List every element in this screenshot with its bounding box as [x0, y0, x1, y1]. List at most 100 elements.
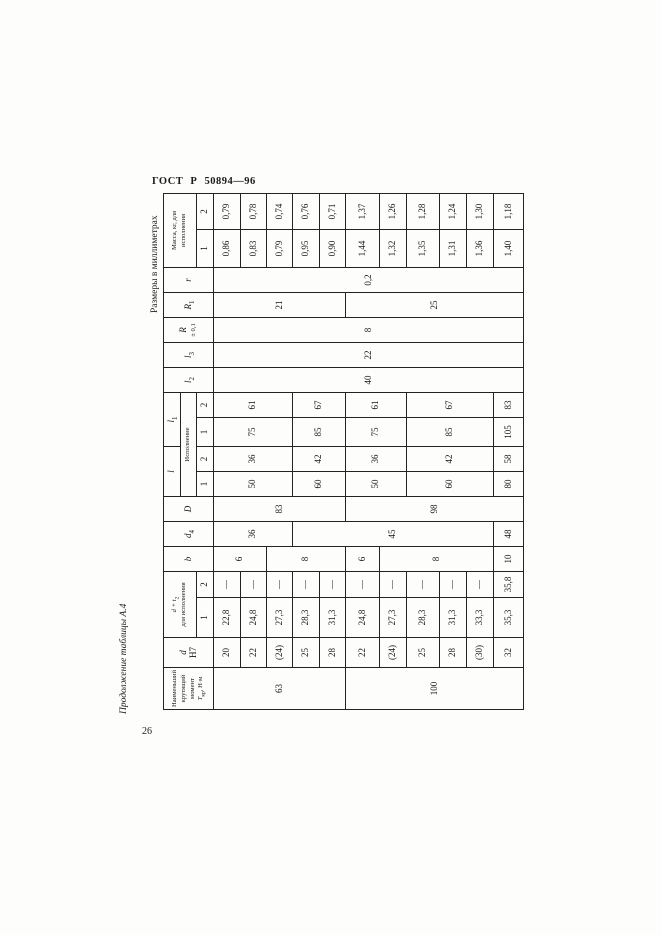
cell-mass-2: 0,76 — [292, 193, 320, 230]
units-note: Размеры в миллиметрах — [150, 215, 160, 313]
torque-subscript: кр — [200, 691, 207, 697]
table-a4: Наименьший крутящий момент Ткр, Н·м d Н7… — [163, 192, 524, 710]
cell-mass-2: 0,78 — [240, 193, 267, 230]
cell-l-1: 50 — [213, 471, 293, 497]
l1-subscript: 1 — [170, 416, 179, 420]
table-caption: Продолжение таблицы А.4 — [119, 603, 129, 714]
cell-dt2-1: 27,3 — [266, 597, 293, 638]
cell-d: 28 — [439, 637, 467, 668]
col-header-R1: R1 — [163, 292, 214, 318]
cell-R: 8 — [213, 317, 524, 343]
cell-b: 8 — [379, 546, 494, 572]
cell-d: 22 — [345, 637, 380, 668]
cell-mass-1: 1,44 — [345, 229, 380, 268]
page-number: 26 — [142, 726, 152, 737]
cell-l1-2: 61 — [213, 392, 293, 418]
cell-dt2-2: — — [266, 571, 293, 598]
cell-b: 8 — [266, 546, 346, 572]
cell-dt2-1: 22,8 — [213, 597, 241, 638]
R-symbol: R — [178, 327, 189, 333]
cell-mass-2: 0,71 — [319, 193, 346, 230]
cell-b: 6 — [345, 546, 380, 572]
col-header-D: D — [163, 496, 214, 522]
subheader-l-2: 2 — [196, 446, 214, 472]
cell-mass-2: 1,30 — [466, 193, 494, 230]
cell-d: (24) — [266, 637, 293, 668]
cell-dt2-1: 28,3 — [406, 597, 440, 638]
cell-dt2-2: — — [240, 571, 267, 598]
table-a4-rotated-container: Наименьший крутящий момент Ткр, Н·м d Н7… — [163, 192, 524, 710]
cell-l-1: 50 — [345, 471, 407, 497]
cell-l2: 40 — [213, 367, 524, 393]
cell-l-2: 58 — [493, 446, 524, 472]
col-header-r: r — [163, 267, 214, 293]
cell-l-2: 36 — [213, 446, 293, 472]
cell-mass-1: 0,86 — [213, 229, 241, 268]
cell-mass-2: 0,74 — [266, 193, 293, 230]
cell-dt2-1: 31,3 — [319, 597, 346, 638]
cell-R1: 25 — [345, 292, 524, 318]
header-row-1: Наименьший крутящий момент Ткр, Н·м d Н7… — [163, 193, 214, 710]
cell-mass-1: 0,79 — [266, 229, 293, 268]
l2-subscript: 2 — [187, 376, 196, 381]
subheader-mass-2: 2 — [196, 193, 214, 230]
cell-dt2-1: 24,8 — [345, 597, 380, 638]
d-symbol: d — [177, 650, 188, 655]
subheader-l1-2: 2 — [196, 392, 214, 418]
cell-mass-2: 1,18 — [493, 193, 524, 230]
col-header-l2: l2 — [163, 367, 214, 393]
subheader-l-1: 1 — [196, 471, 214, 497]
cell-l1-2: 83 — [493, 392, 524, 418]
cell-mass-1: 1,40 — [493, 229, 524, 268]
cell-l1-1: 75 — [213, 417, 293, 447]
cell-b: 6 — [213, 546, 267, 572]
cell-dt2-2: — — [345, 571, 380, 598]
d-tolerance: Н7 — [187, 647, 198, 658]
col-header-d4: d4 — [163, 521, 214, 547]
torque-units: , Н·м — [197, 676, 205, 692]
cell-l3: 22 — [213, 342, 524, 368]
col-header-torque: Наименьший крутящий момент Ткр, Н·м — [163, 667, 214, 710]
subheader-d-t2-2: 2 — [196, 571, 214, 598]
cell-l-1: 60 — [406, 471, 494, 497]
cell-r: 0,2 — [213, 267, 524, 293]
cell-l1-1: 85 — [406, 417, 494, 447]
cell-dt2-2: — — [213, 571, 241, 598]
table-row: 63 20 22,8 — 6 36 83 50 36 75 61 40 22 8… — [213, 193, 524, 710]
cell-d: 25 — [406, 637, 440, 668]
cell-mass-1: 1,36 — [466, 229, 494, 268]
cell-dt2-2: 35,8 — [493, 571, 524, 598]
cell-dt2-1: 28,3 — [292, 597, 320, 638]
cell-d: 22 — [240, 637, 267, 668]
subheader-d-t2-1: 1 — [196, 597, 214, 638]
cell-l1-1: 105 — [493, 417, 524, 447]
col-header-d-t2: d + t2 для исполнения — [163, 571, 197, 638]
header-ispolnenie: Исполнение — [180, 392, 197, 497]
cell-d: 20 — [213, 637, 241, 668]
cell-d: 28 — [319, 637, 346, 668]
torque-symbol: Т — [197, 696, 205, 701]
cell-d4: 48 — [493, 521, 524, 547]
cell-mass-1: 1,31 — [439, 229, 467, 268]
d-t2-note: для исполнения — [180, 582, 187, 627]
col-header-l3: l3 — [163, 342, 214, 368]
cell-l1-1: 75 — [345, 417, 407, 447]
cell-mass-1: 1,32 — [379, 229, 407, 268]
cell-dt2-2: — — [466, 571, 494, 598]
cell-mass-1: 0,95 — [292, 229, 320, 268]
cell-dt2-2: — — [319, 571, 346, 598]
cell-d4: 45 — [292, 521, 494, 547]
cell-dt2-1: 31,3 — [439, 597, 467, 638]
cell-l-1: 80 — [493, 471, 524, 497]
cell-dt2-1: 27,3 — [379, 597, 407, 638]
cell-l-2: 42 — [292, 446, 346, 472]
R1-subscript: 1 — [187, 300, 196, 304]
l3-subscript: 3 — [187, 351, 196, 356]
cell-mass-1: 1,35 — [406, 229, 440, 268]
cell-l1-2: 67 — [292, 392, 346, 418]
R-tolerance: ± 0,1 — [190, 323, 198, 337]
d4-base: d — [182, 533, 193, 538]
cell-l1-2: 67 — [406, 392, 494, 418]
cell-l-2: 42 — [406, 446, 494, 472]
